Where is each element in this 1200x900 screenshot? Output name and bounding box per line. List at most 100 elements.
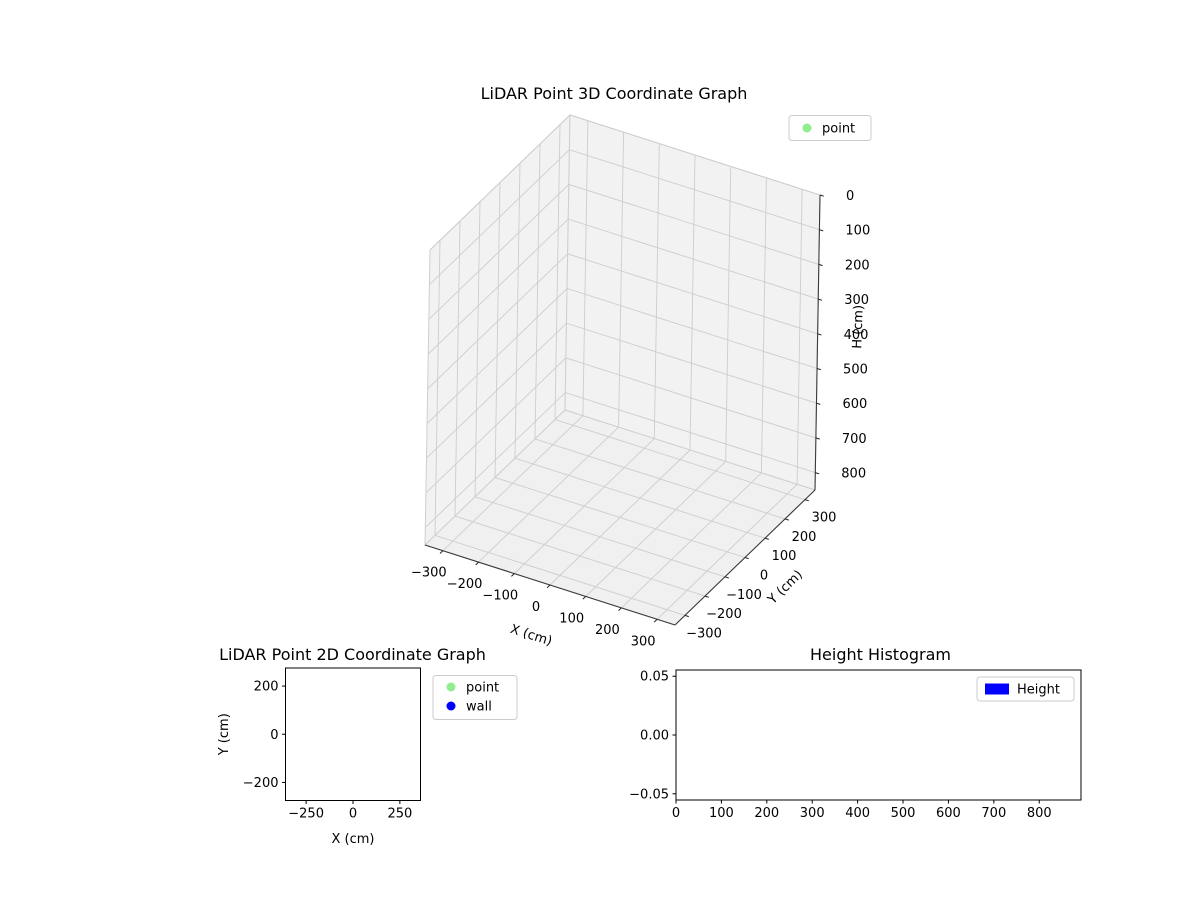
plot3d-legend-box xyxy=(788,115,872,141)
y-tick-mark xyxy=(684,614,689,618)
z-tick-mark xyxy=(818,298,823,301)
y-tick-label: −200 xyxy=(243,776,279,791)
x-tick-label: 700 xyxy=(981,806,1006,821)
x-tick-label: 200 xyxy=(595,623,620,638)
z-tick-label: 700 xyxy=(842,432,867,447)
axes-hist: 0 100 200 300 400 500 600 700 800 −0.05 0.00 0.05 He… xyxy=(629,645,1082,821)
y-tick-mark xyxy=(784,518,789,521)
grid-line-x xyxy=(549,154,696,586)
z-tick-label: 100 xyxy=(845,224,870,239)
x-tick-label: 0 xyxy=(532,600,540,615)
y-axis-label: Y (cm) xyxy=(217,713,232,756)
plot3d-legend-marker-point xyxy=(802,123,812,133)
x-tick-label: 500 xyxy=(891,806,916,821)
grid-line-x xyxy=(585,166,732,597)
grid-line-x xyxy=(656,189,803,620)
grid-line-z xyxy=(429,149,820,286)
x-tick-label: 300 xyxy=(800,806,825,821)
x-axis-label: X (cm) xyxy=(508,622,554,649)
z-tick-mark xyxy=(816,368,822,371)
y-tick-label: 200 xyxy=(792,530,817,545)
x-tick-label: 800 xyxy=(1027,806,1052,821)
grid-line-y xyxy=(554,124,806,501)
y-tick-label: −100 xyxy=(726,588,762,603)
axes-2d: −250 0 250 −200 0 200 X (cm) Y (cm) LiDAR Point … xyxy=(217,645,518,847)
y-tick-label: −300 xyxy=(686,626,722,641)
y-tick-label: 0 xyxy=(760,569,768,584)
z-tick-mark xyxy=(815,437,820,440)
x-tick-mark xyxy=(653,618,658,623)
plot2d-legend-marker-point xyxy=(446,682,456,692)
y-tick-mark xyxy=(804,499,809,502)
x-tick-label: 400 xyxy=(845,806,870,821)
hist-legend-label: Height xyxy=(1017,683,1060,698)
x-tick-label: 100 xyxy=(709,806,734,821)
z-tick-mark xyxy=(819,229,824,232)
grid-line-y xyxy=(514,163,766,539)
grid-line-y xyxy=(434,240,686,616)
y-tick-label: −200 xyxy=(706,607,742,622)
chart-title-hist: Height Histogram xyxy=(810,645,951,664)
grid-line-x xyxy=(442,120,589,552)
x-tick-mark xyxy=(582,596,587,600)
x-tick-label: −200 xyxy=(447,577,483,592)
x-tick-label: 0 xyxy=(349,807,357,822)
grid-line-z xyxy=(426,322,817,459)
grid-line-y xyxy=(454,221,706,597)
plot2d-legend-label: point xyxy=(466,681,499,696)
x-tick-mark xyxy=(546,584,551,589)
grid-line-x xyxy=(621,177,767,609)
y-axis-label: Y (cm) xyxy=(765,567,806,608)
plot2d-legend-label: wall xyxy=(466,700,492,715)
y-tick-label: 0 xyxy=(270,728,278,743)
x-tick-mark xyxy=(618,607,622,612)
y-tick-label: 0.00 xyxy=(640,729,669,744)
x-axis-label: X (cm) xyxy=(332,832,375,847)
z-tick-label: 800 xyxy=(841,467,866,482)
y-tick-mark xyxy=(724,576,729,579)
chart-title-3d: LiDAR Point 3D Coordinate Graph xyxy=(481,84,748,103)
grid-line-z xyxy=(424,392,816,528)
y-tick-label: 100 xyxy=(772,549,797,564)
grid-line-z xyxy=(427,253,818,390)
grid-line-y xyxy=(474,201,726,578)
grid-line-y xyxy=(494,182,746,558)
z-tick-label: 200 xyxy=(845,258,870,273)
y-tick-label: 300 xyxy=(812,511,837,526)
z-tick-label: 400 xyxy=(844,328,869,343)
z-tick-label: 600 xyxy=(842,397,867,412)
z-tick-mark xyxy=(816,402,821,405)
x-tick-label: 300 xyxy=(631,634,656,649)
z-tick-mark xyxy=(819,194,824,197)
z-tick-label: 300 xyxy=(844,293,869,308)
z-axis-line xyxy=(814,194,821,491)
grid-line-z xyxy=(425,357,817,494)
x-tick-mark xyxy=(511,573,515,577)
y-tick-mark xyxy=(744,557,749,560)
grid-line-y xyxy=(534,143,786,520)
grid-line-x xyxy=(513,143,660,574)
x-tick-label: 0 xyxy=(672,806,680,821)
z-tick-mark xyxy=(817,333,822,336)
x-tick-label: 200 xyxy=(754,806,779,821)
x-tick-mark xyxy=(475,561,479,566)
grid-line-z xyxy=(427,218,819,355)
y-tick-label: −0.05 xyxy=(629,787,669,802)
plot2d-legend-marker-wall xyxy=(446,701,456,711)
grid-line-z xyxy=(428,183,819,320)
y-tick-mark xyxy=(704,595,709,598)
axes-3d: −300−200−1000100200300−300−200−100010020… xyxy=(411,84,872,649)
x-tick-label: −300 xyxy=(411,566,447,581)
grid-line-z xyxy=(429,114,821,251)
hist-legend-box xyxy=(976,676,1075,702)
y-tick-label: 200 xyxy=(254,680,279,695)
x-tick-label: 250 xyxy=(387,807,412,822)
plot3d-legend-label: point xyxy=(822,122,855,137)
grid-line-z xyxy=(426,287,818,424)
z-axis-label: H (cm) xyxy=(850,305,867,349)
x-tick-label: 100 xyxy=(559,611,584,626)
x-tick-label: −250 xyxy=(288,807,324,822)
x-tick-label: −100 xyxy=(482,589,518,604)
z-tick-mark xyxy=(818,263,823,267)
